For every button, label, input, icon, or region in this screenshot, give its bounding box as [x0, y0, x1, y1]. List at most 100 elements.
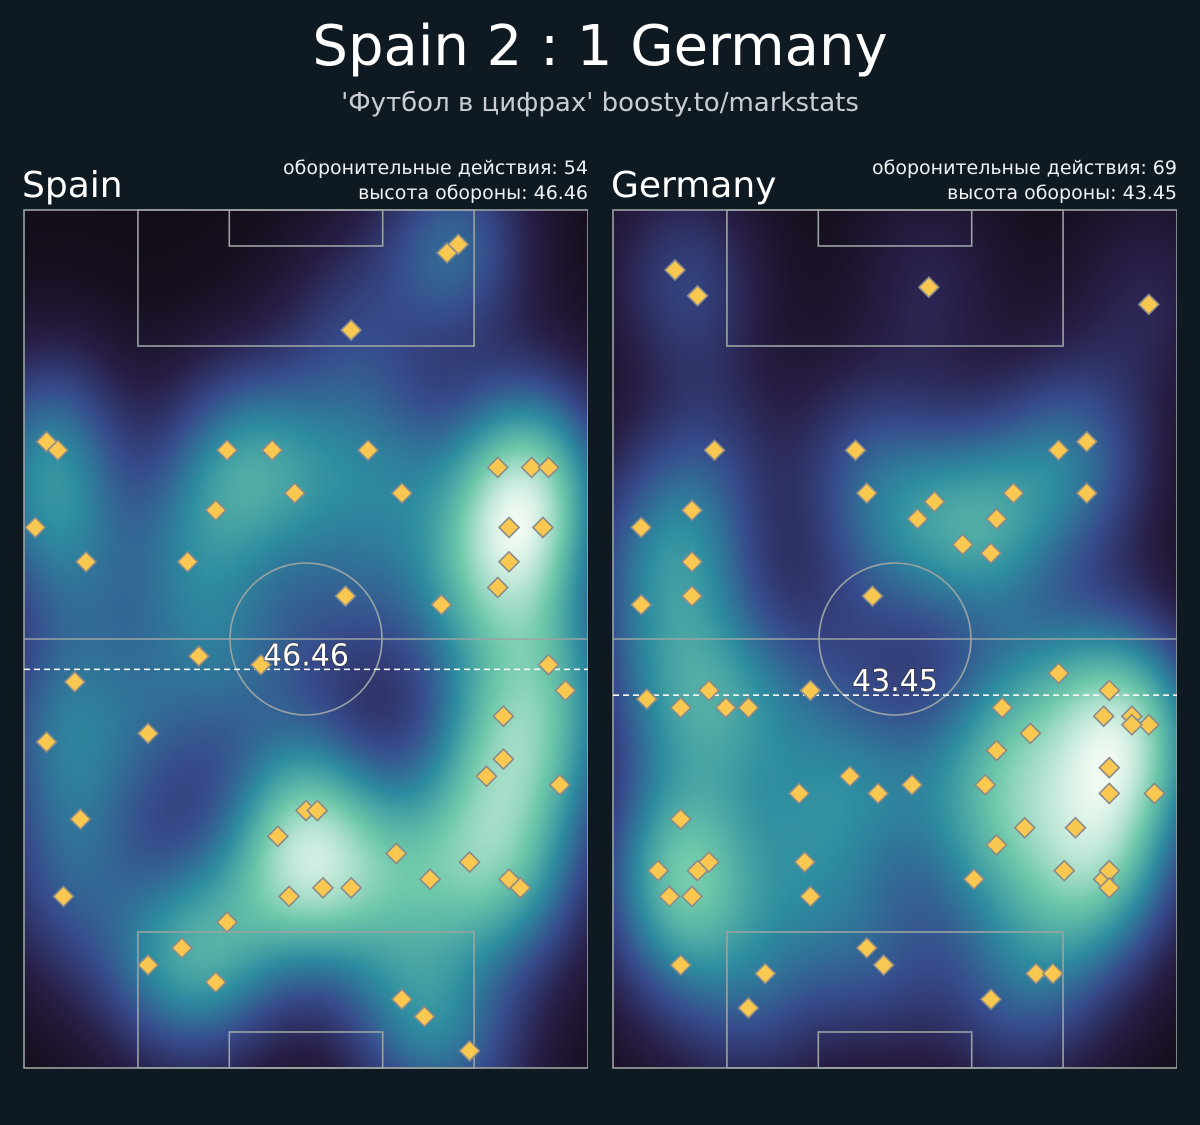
defence-height-label: 46.46 [263, 638, 349, 673]
defensive-action-point [136, 953, 160, 977]
defensive-action-point [261, 439, 284, 462]
defensive-action-point [1143, 782, 1166, 805]
defensive-action-point [787, 782, 811, 805]
goal-area-top [228, 209, 384, 247]
defensive-action-point [962, 868, 986, 891]
defensive-action-point [509, 876, 532, 899]
defensive-action-point [714, 696, 737, 719]
defensive-action-point [136, 722, 160, 745]
defensive-action-point [979, 542, 1003, 565]
defensive-action-point [669, 808, 692, 831]
team-name: Germany [611, 165, 777, 206]
defensive-action-point [187, 645, 210, 668]
defensive-action-point [537, 653, 560, 676]
defensive-action-point [390, 988, 414, 1011]
goal-area-top [817, 209, 973, 247]
defensive-action-point [793, 850, 816, 874]
defensive-action-point [974, 773, 997, 796]
defensive-action-point [1075, 482, 1098, 505]
defensive-action-point [458, 1039, 481, 1062]
defensive-action-point [686, 284, 709, 307]
defensive-action-point [311, 876, 335, 899]
defensive-action-point [74, 550, 98, 573]
defensive-action-point [1120, 713, 1144, 736]
defensive-action-point [204, 971, 227, 994]
defensive-action-point [680, 885, 704, 908]
defensive-action-point [176, 550, 199, 573]
defensive-action-point [985, 507, 1008, 531]
defensive-action-point [24, 516, 47, 539]
defensive-action-point [458, 850, 481, 874]
defensive-action-point [356, 439, 380, 462]
defensive-action-point [1047, 662, 1070, 685]
defensive-action-point [917, 276, 940, 299]
defensive-action-point [872, 953, 895, 977]
defensive-action-point [985, 833, 1008, 857]
defensive-action-point [630, 516, 653, 539]
defensive-action-point [663, 258, 687, 282]
chart-title: Spain 2 : 1 Germany [312, 14, 888, 79]
defensive-action-point [492, 747, 515, 771]
defensive-action-point [475, 765, 498, 788]
defensive-action-point [1064, 816, 1087, 839]
defensive-action-point [390, 482, 414, 505]
defensive-action-point [1024, 962, 1048, 985]
defensive-action-point [1098, 782, 1121, 805]
defence-height-stat: высота обороны: 43.45 [947, 182, 1177, 204]
defensive-action-point [737, 696, 760, 719]
defensive-action-point [799, 885, 822, 908]
defensive-action-point [283, 482, 306, 505]
pitch-panel-spain: Spain оборонительные действия: 54 высота… [22, 152, 588, 1072]
defensive-action-point [69, 808, 92, 831]
goal-area-bottom [817, 1031, 973, 1069]
defensive-action-point [339, 318, 363, 342]
defensive-action-point [754, 962, 777, 985]
defensive-action-point [430, 593, 453, 616]
defensive-action-point [277, 885, 301, 908]
defensive-action-point [923, 490, 946, 513]
defensive-action-point [1002, 482, 1025, 505]
defensive-action-point [703, 439, 726, 462]
defensive-action-point [35, 730, 58, 754]
defensive-action-point [52, 885, 75, 908]
defensive-action-point [435, 241, 459, 265]
pitch-markings [23, 209, 588, 1069]
defensive-action-point [844, 439, 867, 462]
defence-height-stat: высота обороны: 46.46 [358, 182, 588, 204]
defensive-action-markers [630, 258, 1166, 1020]
defensive-action-markers [24, 233, 577, 1062]
defensive-action-point [1098, 679, 1121, 702]
pitch-heatmap-spain: 46.46 [23, 209, 588, 1069]
defensive-action-point [680, 499, 704, 522]
chart-subtitle: 'Футбол в цифрах' boosty.to/markstats [341, 88, 859, 118]
defensive-action-point [1098, 756, 1121, 779]
defensive-action-point [680, 550, 704, 573]
defence-height-label: 43.45 [852, 664, 938, 699]
pitch-markings [612, 209, 1177, 1069]
defensive-action-point [669, 696, 692, 719]
defensive-action-point [35, 430, 58, 453]
defensive-action-point [979, 988, 1003, 1011]
defensive-action-point [531, 516, 555, 539]
defensive-action-point [686, 859, 709, 882]
defensive-action-point [1098, 876, 1121, 899]
defensive-action-point [63, 670, 86, 694]
team-name: Spain [22, 165, 123, 206]
defensive-action-point [497, 516, 521, 539]
defensive-action-point [413, 1005, 436, 1028]
defensive-action-point [537, 456, 560, 479]
defensive-action-point [855, 482, 878, 505]
defensive-action-point [1075, 430, 1098, 453]
defensive-action-point [1019, 722, 1042, 745]
defensive-action-point [306, 799, 329, 822]
defensive-action-point [1053, 859, 1076, 882]
defensive-action-point [46, 439, 69, 462]
centre-circle [229, 562, 383, 716]
defensive-action-point [418, 868, 442, 891]
defensive-action-point [697, 679, 721, 702]
defensive-action-point [1013, 816, 1036, 839]
defensive-action-point [1137, 713, 1160, 736]
defensive-action-point [497, 550, 521, 573]
defensive-action-point [855, 936, 878, 960]
defensive-action-point [1047, 439, 1070, 462]
